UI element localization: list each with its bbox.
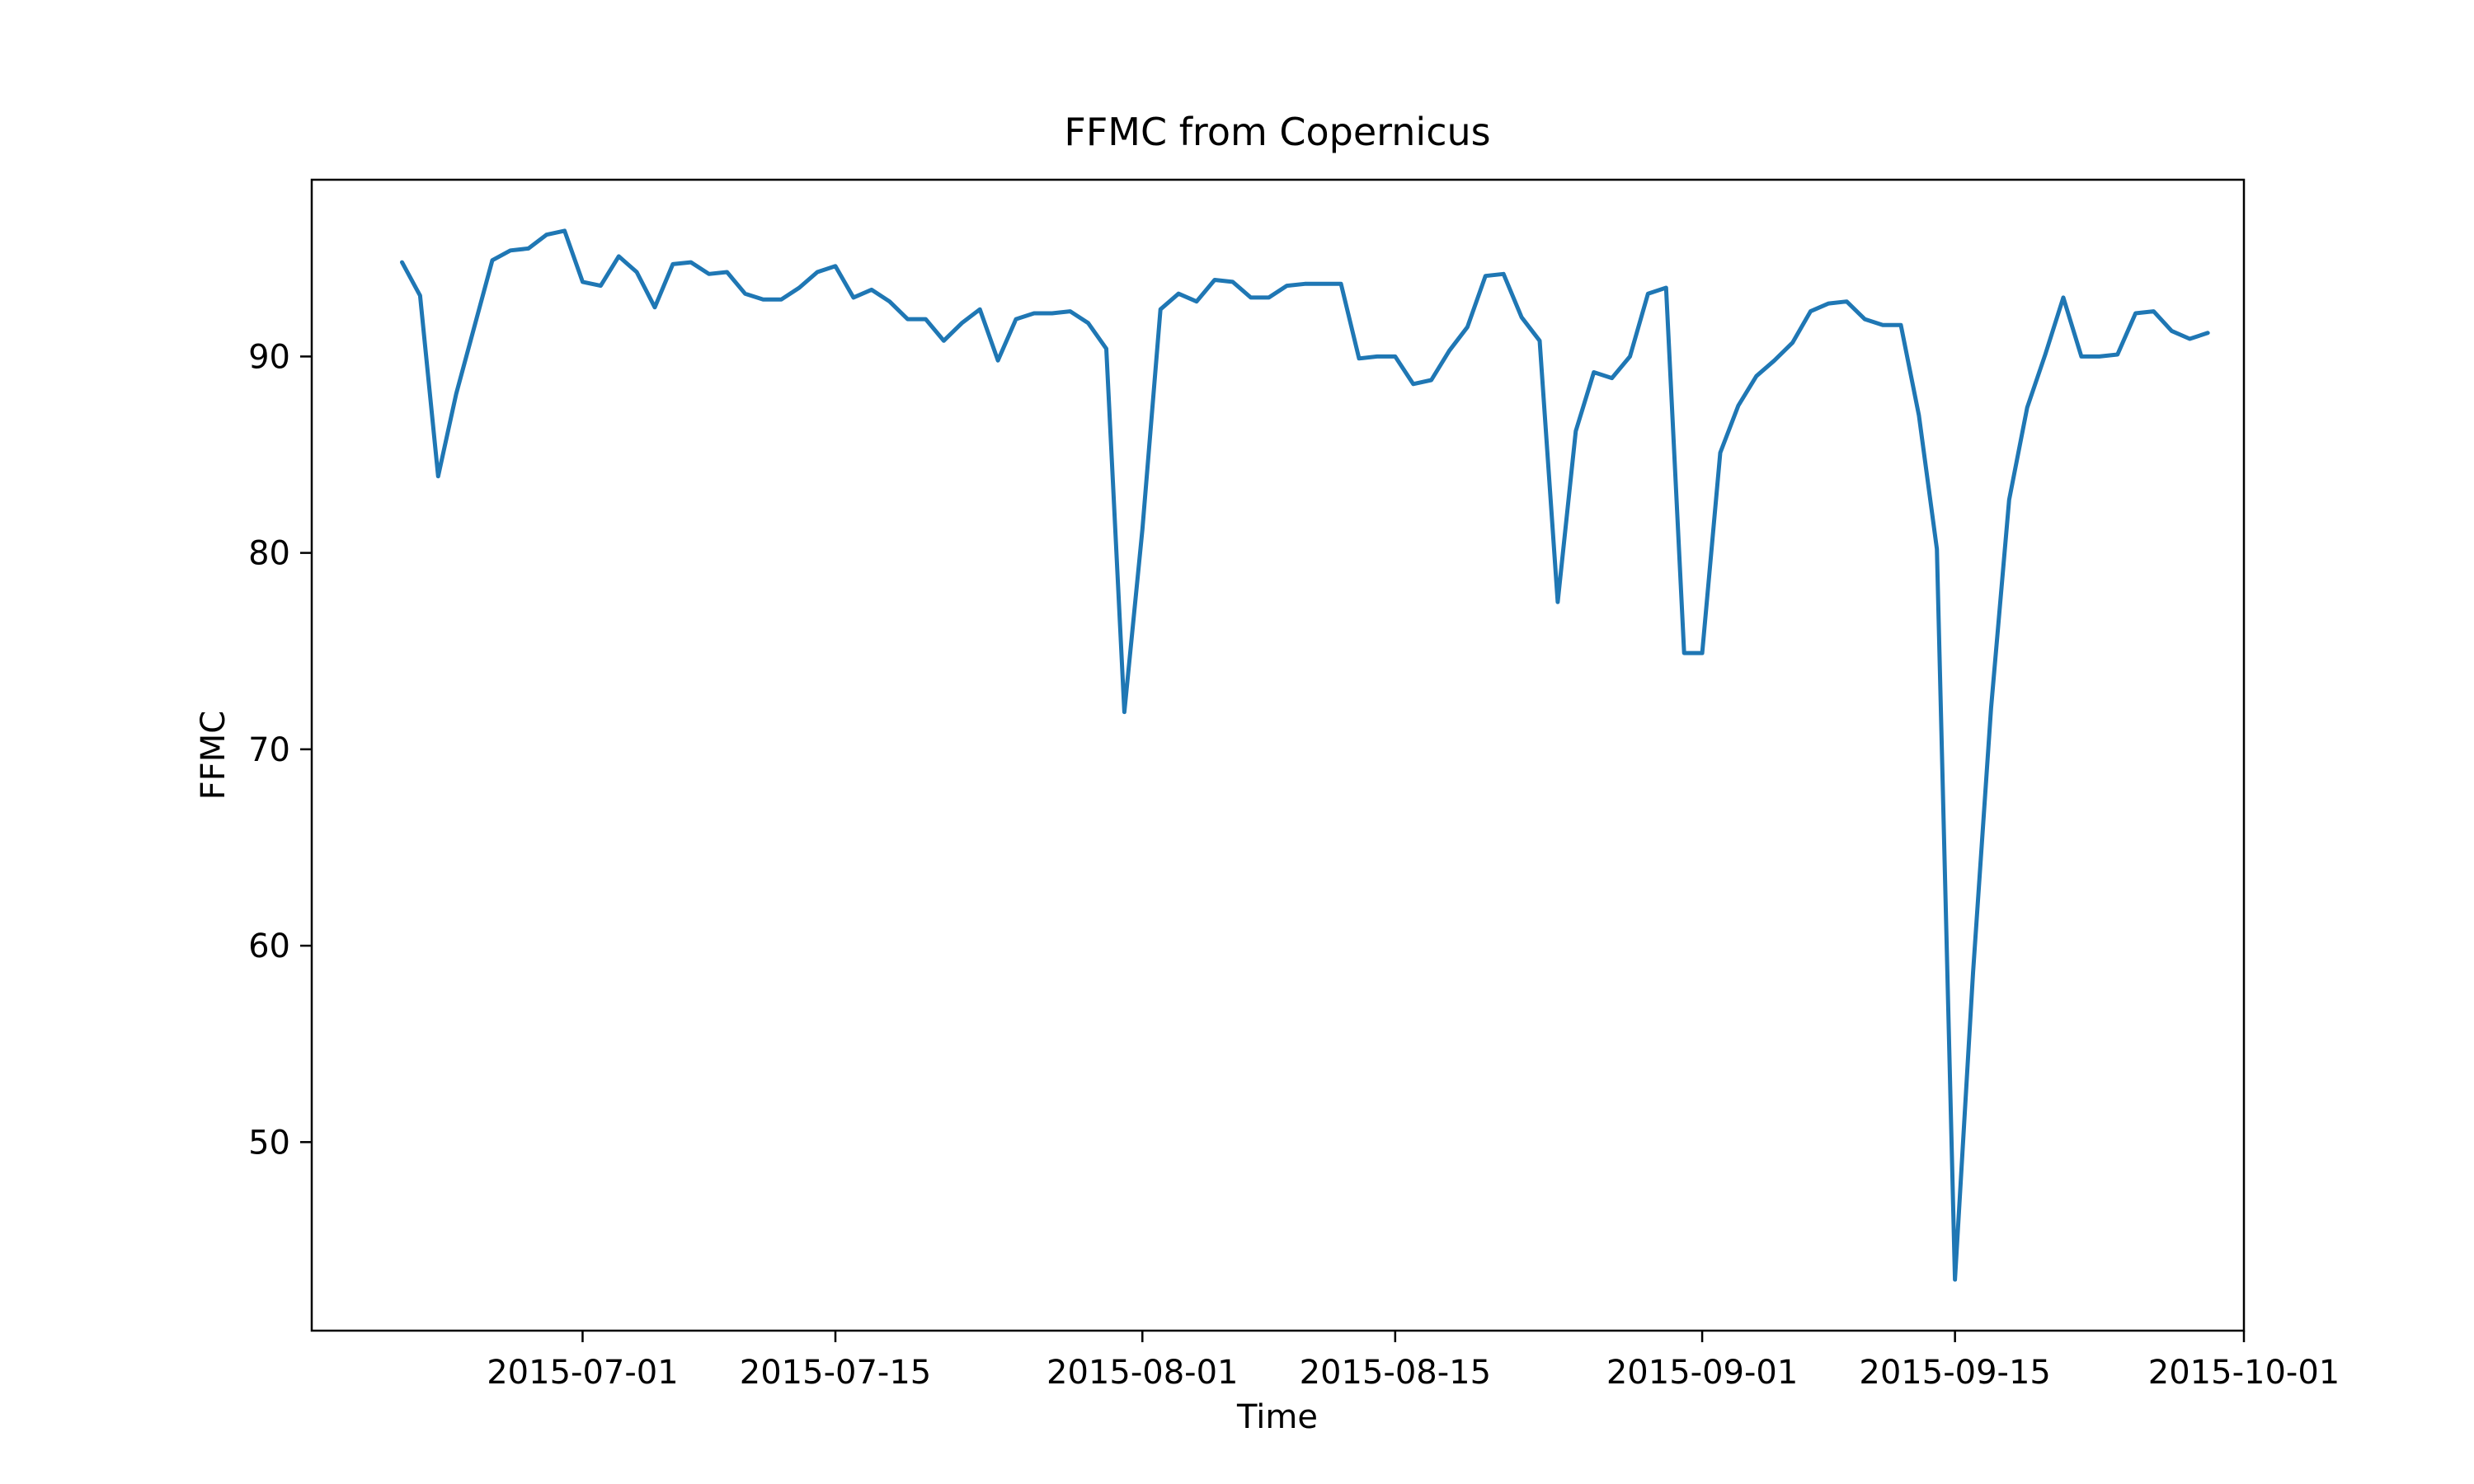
chart-title: FFMC from Copernicus [1064, 110, 1490, 154]
x-tick-label: 2015-09-01 [1606, 1354, 1798, 1392]
x-tick-label: 2015-07-01 [487, 1354, 678, 1392]
x-axis: 2015-07-01 2015-07-15 2015-08-01 2015-08-15… [487, 1331, 2340, 1392]
y-tick-label: 60 [248, 928, 290, 965]
x-tick-label: 2015-08-15 [1300, 1354, 1491, 1392]
x-tick-label: 2015-08-01 [1047, 1354, 1238, 1392]
y-tick-label: 80 [248, 535, 290, 573]
x-tick-label: 2015-10-01 [2148, 1354, 2340, 1392]
y-tick-label: 90 [248, 338, 290, 376]
x-tick-label: 2015-09-15 [1859, 1354, 2050, 1392]
x-tick-label: 2015-07-15 [740, 1354, 931, 1392]
y-tick-label: 50 [248, 1124, 290, 1162]
series-line [400, 228, 2210, 1282]
x-axis-label: Time [1236, 1398, 1318, 1436]
y-tick-label: 70 [248, 731, 290, 769]
plot-frame [310, 178, 2246, 1332]
y-axis: 50 60 70 80 90 [248, 338, 312, 1162]
y-axis-label: FFMC [195, 711, 233, 800]
